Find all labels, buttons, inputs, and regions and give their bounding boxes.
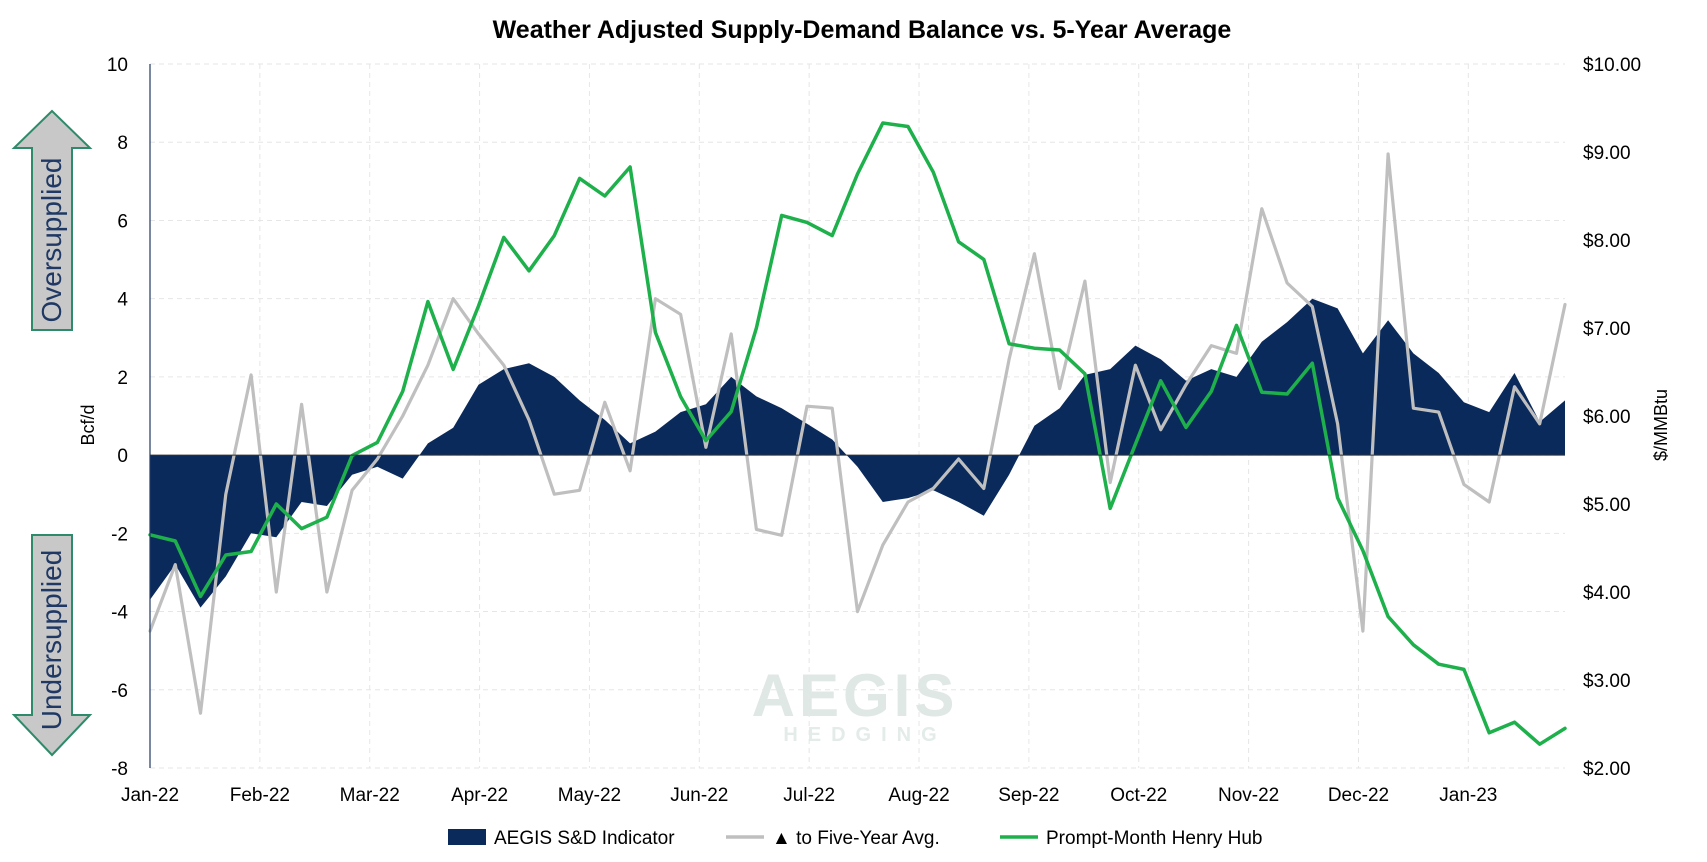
y-left-tick-label: -4: [111, 603, 128, 624]
chart-title: Weather Adjusted Supply-Demand Balance v…: [493, 16, 1232, 44]
y-right-axis-label: $/MMBtu: [1651, 389, 1671, 461]
y-left-tick-label: 6: [117, 211, 128, 232]
legend-label: ▲ to Five-Year Avg.: [772, 828, 940, 849]
x-tick-label: Jan-22: [121, 785, 179, 806]
y-right-tick-label: $7.00: [1583, 319, 1631, 340]
series-lines-layer: [148, 121, 1567, 746]
x-tick-label: Sep-22: [998, 785, 1059, 806]
legend-item-sd-indicator: AEGIS S&D Indicator: [448, 828, 675, 849]
series-area-sd-indicator: [150, 298, 1565, 608]
x-tick-label: Jul-22: [783, 785, 835, 806]
y-right-tick-label: $9.00: [1583, 143, 1631, 164]
up-arrow-icon: [11, 109, 93, 331]
undersupplied-label: Undersupplied: [36, 550, 67, 731]
oversupplied-label: Oversupplied: [36, 158, 67, 323]
legend-item-five-year-avg: ▲ to Five-Year Avg.: [726, 828, 940, 849]
x-tick-label: Dec-22: [1328, 785, 1389, 806]
sd-indicator-area-layer: [150, 298, 1565, 608]
watermark-logo: AEGIS HEDGING: [752, 662, 959, 746]
y-right-tick-label: $3.00: [1583, 671, 1631, 692]
x-tick-label: Feb-22: [230, 785, 290, 806]
legend-item-henry-hub: Prompt-Month Henry Hub: [1000, 828, 1262, 849]
y-right-tick-label: $8.00: [1583, 231, 1631, 252]
y-left-tick-label: 0: [117, 446, 128, 467]
watermark-main-text: AEGIS: [752, 662, 959, 729]
y-right-tick-label: $10.00: [1583, 55, 1641, 76]
x-tick-label: Jan-23: [1439, 785, 1497, 806]
y-left-tick-label: -2: [111, 524, 128, 545]
y-left-tick-label: -6: [111, 681, 128, 702]
y-left-axis-label: Bcf/d: [78, 404, 98, 445]
y-right-tick-label: $4.00: [1583, 583, 1631, 604]
y-left-tick-label: 2: [117, 368, 128, 389]
x-tick-label: Apr-22: [451, 785, 508, 806]
y-right-tick-label: $6.00: [1583, 407, 1631, 428]
series-line-henry-hub: [148, 121, 1567, 746]
x-tick-label: May-22: [558, 785, 621, 806]
axes: 10 8 6 4 2 0 -2 -4 -6 -8 $10.00 $9.00 $8.00 $7.00 $6.0…: [107, 55, 1641, 806]
x-tick-label: Nov-22: [1218, 785, 1279, 806]
oversupplied-arrow: Oversupplied: [11, 109, 93, 331]
legend: AEGIS S&D Indicator ▲ to Five-Year Avg. Pr…: [448, 828, 1262, 849]
y-left-tick-label: 10: [107, 55, 128, 76]
x-tick-label: Mar-22: [340, 785, 400, 806]
y-right-tick-label: $2.00: [1583, 759, 1631, 780]
watermark-sub-text: HEDGING: [783, 724, 946, 746]
legend-label: Prompt-Month Henry Hub: [1046, 828, 1262, 849]
x-tick-label: Aug-22: [888, 785, 949, 806]
y-left-tick-label: 8: [117, 133, 128, 154]
y-left-tick-label: -8: [111, 759, 128, 780]
y-right-tick-label: $5.00: [1583, 495, 1631, 516]
x-tick-label: Jun-22: [670, 785, 728, 806]
series-line-five-year-avg: [148, 152, 1567, 715]
y-left-tick-label: 4: [117, 290, 128, 311]
down-arrow-icon: [11, 534, 93, 757]
undersupplied-arrow: Undersupplied: [11, 534, 93, 757]
legend-swatch: [448, 829, 486, 845]
x-tick-label: Oct-22: [1110, 785, 1167, 806]
legend-label: AEGIS S&D Indicator: [494, 828, 675, 849]
